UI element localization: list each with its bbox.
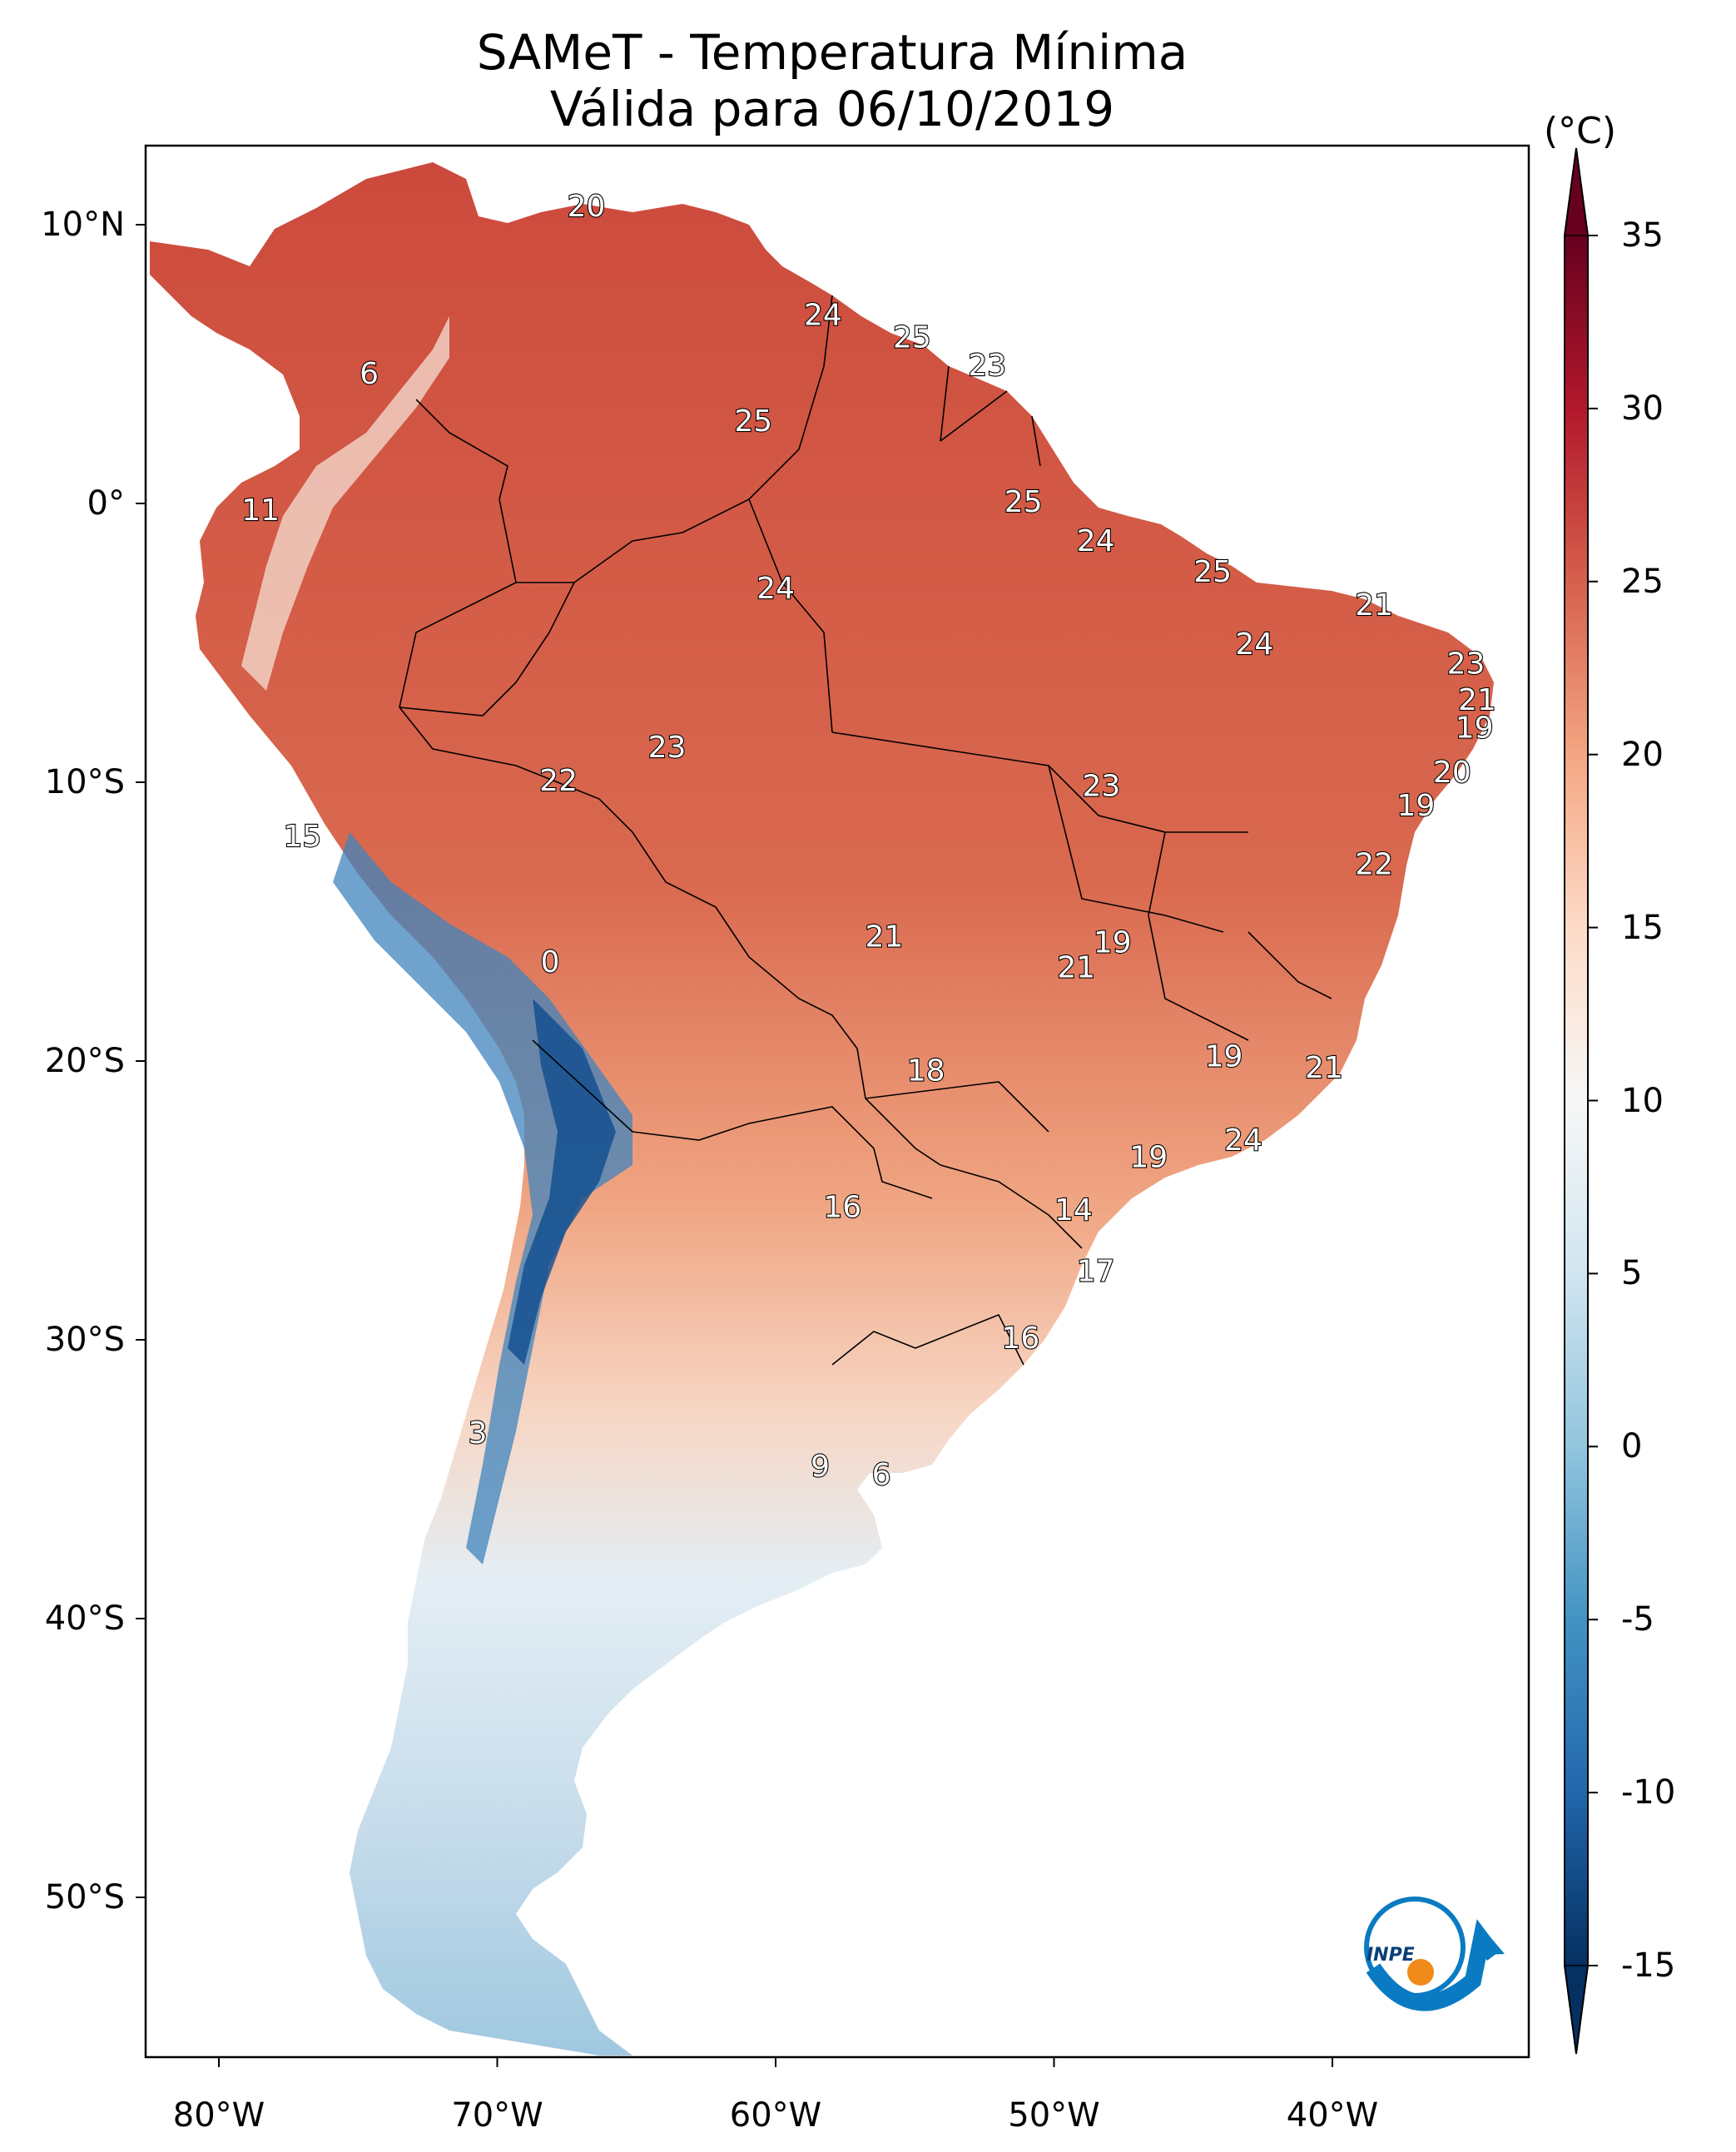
logo-arrow-head: [1471, 1926, 1505, 1956]
station-temperature-label: 16: [1001, 1321, 1039, 1356]
x-tick-label: 50°W: [1008, 2096, 1100, 2135]
y-tick-label: 10°N: [41, 206, 125, 244]
x-tick-label: 40°W: [1286, 2096, 1379, 2135]
station-temperature-label: 11: [241, 493, 280, 528]
x-tick-label: 60°W: [729, 2096, 822, 2135]
station-temperature-label: 20: [1433, 756, 1471, 790]
inpe-logo: INPE: [1364, 1897, 1505, 2011]
x-tick-label: 70°W: [451, 2096, 543, 2135]
station-temperature-label: 21: [1057, 950, 1095, 984]
station-temperature-label: 25: [734, 404, 772, 439]
station-temperature-label: 21: [866, 920, 904, 955]
colorbar-body: [1565, 236, 1588, 1966]
colorbar-tick-marks: [1588, 235, 1598, 1966]
station-temperature-label: 3: [469, 1416, 488, 1450]
station-temperature-label: 25: [1004, 485, 1043, 519]
station-temperature-label: 24: [1077, 524, 1115, 558]
colorbar-tick-label: 25: [1621, 562, 1664, 601]
station-temperature-label: 6: [360, 357, 379, 391]
y-tick-label: 40°S: [44, 1599, 125, 1638]
x-axis-tick-marks: [218, 2057, 1333, 2067]
y-tick-label: 0°: [87, 484, 125, 523]
logo-text: INPE: [1366, 1945, 1415, 1966]
station-temperature-label: 19: [1129, 1140, 1168, 1174]
station-temperature-label: 23: [968, 349, 1006, 383]
station-temperature-label: 18: [907, 1054, 945, 1088]
station-temperature-label: 19: [1456, 711, 1494, 745]
station-temperature-label: 21: [1305, 1051, 1343, 1085]
station-temperature-label: 14: [1054, 1193, 1093, 1227]
colorbar: [1564, 147, 1598, 2055]
station-temperature-label: 23: [1447, 647, 1486, 681]
station-temperature-label: 23: [1082, 770, 1120, 804]
y-axis-tick-marks: [136, 224, 146, 1898]
y-tick-label: 30°S: [44, 1321, 125, 1359]
colorbar-tick-label: 20: [1621, 735, 1664, 774]
colorbar-tick-label: 30: [1621, 389, 1664, 428]
y-tick-label: 50°S: [44, 1878, 125, 1916]
station-temperature-label: 6: [872, 1458, 891, 1492]
andes-deep-cold-core: [508, 999, 616, 1365]
station-temperature-label: 24: [1235, 627, 1273, 662]
station-temperature-label: 22: [539, 764, 578, 798]
station-temperature-label: 9: [811, 1450, 830, 1484]
station-temperature-label: 17: [1077, 1255, 1115, 1289]
colorbar-tick-label: 10: [1621, 1081, 1664, 1120]
station-temperature-label: 21: [1458, 683, 1496, 717]
logo-orange-dot: [1407, 1959, 1434, 1986]
station-temperature-label: 15: [283, 820, 321, 854]
colorbar-upper-extend: [1564, 147, 1589, 236]
colorbar-tick-label: 15: [1621, 908, 1664, 947]
map-frame: [144, 144, 1530, 2059]
station-temperature-label: 21: [1355, 588, 1393, 622]
colorbar-tick-label: -15: [1621, 1946, 1676, 1985]
northern-andes-cool-band: [241, 316, 449, 691]
station-temperature-label: 20: [568, 190, 606, 224]
chart-title-line1: SAMeT - Temperatura Mínima: [476, 24, 1188, 81]
station-temperature-label: 16: [823, 1191, 861, 1225]
station-temperature-label: 22: [1355, 848, 1393, 882]
station-temperature-label: 23: [648, 731, 687, 765]
y-tick-label: 20°S: [44, 1042, 125, 1080]
station-temperature-label: 24: [1224, 1123, 1262, 1158]
colorbar-unit: (°C): [1544, 110, 1617, 152]
andes-cold-band: [333, 832, 632, 1564]
station-temperature-label: 25: [893, 320, 931, 355]
colorbar-tick-label: 35: [1621, 216, 1664, 255]
y-tick-label: 10°S: [44, 763, 125, 801]
station-temperature-label: 19: [1396, 789, 1435, 823]
country-borders: [399, 295, 1332, 1366]
colorbar-tick-label: -5: [1621, 1600, 1654, 1639]
station-temperature-label: 24: [756, 572, 795, 606]
colorbar-lower-extend: [1564, 1965, 1589, 2055]
colorbar-tick-label: -10: [1621, 1773, 1676, 1812]
station-temperature-label: 0: [541, 945, 560, 979]
colorbar-tick-label: 5: [1621, 1254, 1643, 1293]
logo-arrow: [1366, 1919, 1500, 2011]
x-tick-label: 80°W: [172, 2096, 265, 2135]
colorbar-tick-label: 0: [1621, 1427, 1643, 1466]
station-temperature-label: 19: [1205, 1040, 1243, 1074]
station-temperature-label: 19: [1094, 925, 1132, 959]
station-temperature-label: 25: [1193, 555, 1232, 589]
station-temperature-label: 24: [804, 299, 842, 333]
chart-title-line2: Válida para 06/10/2019: [549, 81, 1115, 137]
